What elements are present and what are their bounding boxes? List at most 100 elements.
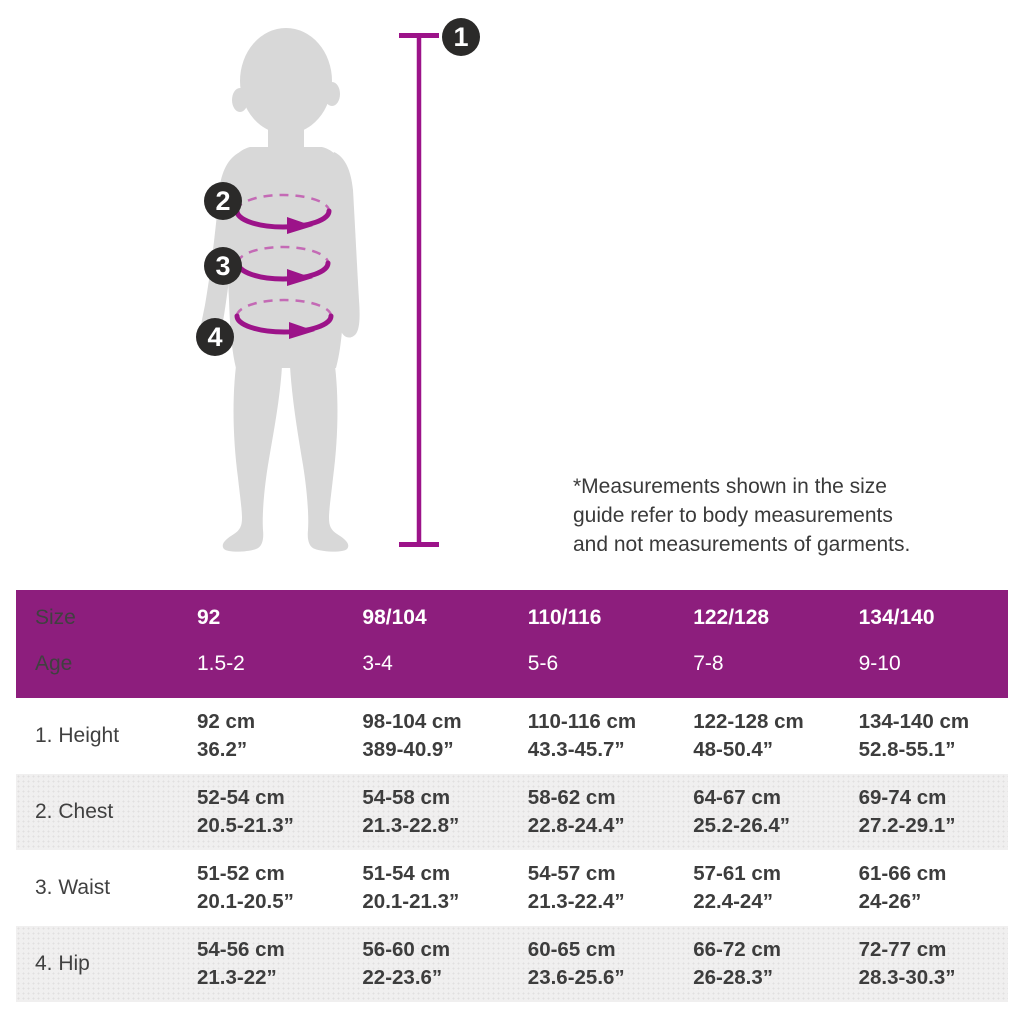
- marker-number-2: 2: [215, 186, 230, 216]
- cell-cm: 56-60 cm: [362, 938, 451, 961]
- cell-cm: 134-140 cm: [858, 710, 970, 733]
- measurements-note: *Measurements shown in the size guide re…: [573, 472, 910, 559]
- marker-number-4: 4: [207, 322, 222, 352]
- cell-cm: 57-61 cm: [693, 862, 781, 885]
- note-line-3: and not measurements of garments.: [573, 533, 911, 556]
- size-col-2: 98/104: [362, 606, 427, 629]
- table-cell: 61-66 cm 24-26”: [843, 860, 1008, 916]
- cell-inch: 27.2-29.1”: [858, 814, 956, 837]
- table-cell: 54-58 cm 21.3-22.8”: [346, 784, 511, 840]
- cell-cm: 69-74 cm: [858, 786, 947, 809]
- cell-inch: 23.6-25.6”: [527, 966, 625, 989]
- cell-cm: 72-77 cm: [858, 938, 947, 961]
- cell-cm: 51-52 cm: [197, 862, 285, 885]
- size-header-label: Size: [35, 606, 76, 629]
- age-header-row: Age 1.5-2 3-4 5-6 7-8 9-10: [16, 644, 1008, 684]
- marker-badge-3: 3: [204, 247, 242, 285]
- table-cell: 51-52 cm 20.1-20.5”: [181, 860, 346, 916]
- age-col-5: 9-10: [858, 652, 901, 675]
- table-cell: 60-65 cm 23.6-25.6”: [512, 936, 677, 992]
- table-cell: 54-56 cm 21.3-22”: [181, 936, 346, 992]
- cell-cm: 92 cm: [197, 710, 256, 733]
- age-col-1: 1.5-2: [197, 652, 245, 675]
- cell-cm: 51-54 cm: [362, 862, 451, 885]
- cell-inch: 20.5-21.3”: [197, 814, 294, 837]
- age-header-label: Age: [35, 652, 73, 675]
- table-cell: 58-62 cm 22.8-24.4”: [512, 784, 677, 840]
- cell-inch: 36.2”: [197, 738, 248, 761]
- chest-row: 2. Chest 52-54 cm 20.5-21.3” 54-58 cm 21…: [16, 774, 1008, 850]
- table-header: Size 92 98/104 110/116 122/128 134/140 A…: [16, 590, 1008, 698]
- cell-inch: 21.3-22.8”: [362, 814, 460, 837]
- row-label: 2. Chest: [35, 800, 114, 823]
- cell-cm: 66-72 cm: [693, 938, 781, 961]
- table-cell: 66-72 cm 26-28.3”: [677, 936, 842, 992]
- waist-row: 3. Waist 51-52 cm 20.1-20.5” 51-54 cm 20…: [16, 850, 1008, 926]
- age-col-4: 7-8: [693, 652, 724, 675]
- height-measure-line: [399, 33, 439, 547]
- cell-cm: 61-66 cm: [858, 862, 947, 885]
- table-cell: 69-74 cm 27.2-29.1”: [843, 784, 1008, 840]
- age-col-3: 5-6: [527, 652, 559, 675]
- cell-cm: 110-116 cm: [527, 710, 637, 733]
- table-cell: 72-77 cm 28.3-30.3”: [843, 936, 1008, 992]
- cell-inch: 22-23.6”: [362, 966, 443, 989]
- hip-measure-tape: [234, 298, 334, 339]
- table-cell: 52-54 cm 20.5-21.3”: [181, 784, 346, 840]
- table-cell: 122-128 cm 48-50.4”: [677, 708, 842, 764]
- table-cell: 98-104 cm 389-40.9”: [346, 708, 511, 764]
- body-measurement-diagram: 1 2 3 4: [196, 18, 480, 552]
- cell-inch: 22.4-24”: [693, 890, 773, 913]
- cell-inch: 24-26”: [858, 890, 922, 913]
- note-line-2: guide refer to body measurements: [573, 504, 893, 527]
- size-col-4: 122/128: [693, 606, 770, 629]
- cell-inch: 20.1-21.3”: [362, 890, 460, 913]
- cell-cm: 98-104 cm: [362, 710, 462, 733]
- cell-cm: 64-67 cm: [693, 786, 781, 809]
- size-col-1: 92: [197, 606, 221, 629]
- hip-row: 4. Hip 54-56 cm 21.3-22” 56-60 cm 22-23.…: [16, 926, 1008, 1002]
- cell-inch: 389-40.9”: [362, 738, 454, 761]
- cell-cm: 122-128 cm: [693, 710, 804, 733]
- cell-cm: 54-57 cm: [527, 862, 616, 885]
- marker-badge-2: 2: [204, 182, 242, 220]
- row-label: 3. Waist: [35, 876, 111, 899]
- marker-number-1: 1: [453, 22, 468, 52]
- size-col-3: 110/116: [527, 606, 602, 629]
- size-col-5: 134/140: [858, 606, 935, 629]
- cell-inch: 25.2-26.4”: [693, 814, 791, 837]
- height-row: 1. Height 92 cm 36.2” 98-104 cm 389-40.9…: [16, 698, 1008, 774]
- cell-inch: 20.1-20.5”: [197, 890, 294, 913]
- table-cell: 110-116 cm 43.3-45.7”: [512, 708, 677, 764]
- table-cell: 92 cm 36.2”: [181, 708, 346, 764]
- row-label: 4. Hip: [35, 952, 90, 975]
- age-col-2: 3-4: [362, 652, 393, 675]
- size-header-row: Size 92 98/104 110/116 122/128 134/140: [16, 598, 1008, 638]
- table-cell: 57-61 cm 22.4-24”: [677, 860, 842, 916]
- table-cell: 56-60 cm 22-23.6”: [346, 936, 511, 992]
- cell-inch: 26-28.3”: [693, 966, 773, 989]
- marker-number-3: 3: [215, 251, 230, 281]
- cell-inch: 21.3-22”: [197, 966, 277, 989]
- child-silhouette-figure: [200, 28, 360, 552]
- table-cell: 134-140 cm 52.8-55.1”: [843, 708, 1008, 764]
- marker-badge-4: 4: [196, 318, 234, 356]
- table-cell: 64-67 cm 25.2-26.4”: [677, 784, 842, 840]
- cell-inch: 43.3-45.7”: [527, 738, 625, 761]
- marker-badge-1: 1: [442, 18, 480, 56]
- cell-cm: 60-65 cm: [527, 938, 616, 961]
- cell-inch: 22.8-24.4”: [527, 814, 625, 837]
- cell-inch: 48-50.4”: [693, 738, 773, 761]
- cell-cm: 54-56 cm: [197, 938, 285, 961]
- cell-cm: 52-54 cm: [197, 786, 285, 809]
- size-guide-table: Size 92 98/104 110/116 122/128 134/140 A…: [16, 590, 1008, 1002]
- table-cell: 51-54 cm 20.1-21.3”: [346, 860, 511, 916]
- table-cell: 54-57 cm 21.3-22.4”: [512, 860, 677, 916]
- row-label: 1. Height: [35, 724, 120, 747]
- cell-inch: 21.3-22.4”: [527, 890, 625, 913]
- cell-inch: 28.3-30.3”: [858, 966, 956, 989]
- cell-cm: 58-62 cm: [527, 786, 616, 809]
- note-line-1: *Measurements shown in the size: [573, 475, 887, 498]
- cell-inch: 52.8-55.1”: [858, 738, 956, 761]
